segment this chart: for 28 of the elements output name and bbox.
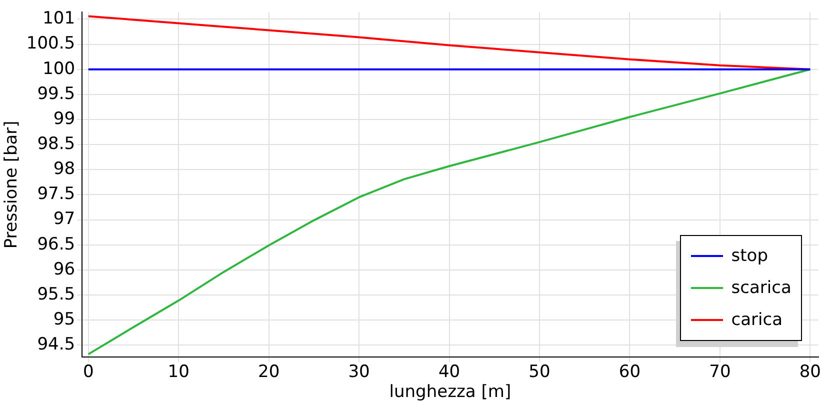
legend-label: carica: [731, 310, 783, 330]
x-tick-label: 40: [438, 362, 460, 382]
y-tick-label: 100.5: [26, 34, 76, 54]
x-tick-label: 10: [168, 362, 190, 382]
y-tick-label: 98: [53, 159, 76, 180]
y-tick-label: 97.5: [37, 184, 76, 204]
y-tick-label: 95: [53, 310, 76, 330]
y-tick-label: 94.5: [37, 334, 76, 355]
x-tick-label: 20: [258, 362, 280, 382]
y-tick-label: 95.5: [37, 284, 76, 304]
y-tick-label: 97: [53, 209, 76, 230]
y-tick-label: 99.5: [37, 84, 76, 104]
y-axis-title: Pressione [bar]: [2, 120, 22, 249]
y-tick-label: 101: [42, 8, 76, 29]
y-tick-label: 98.5: [37, 134, 76, 154]
x-axis-title: lunghezza [m]: [389, 382, 512, 402]
legend-label: scarica: [731, 278, 792, 298]
x-tick-label: 80: [799, 362, 821, 382]
x-tick-label: 70: [709, 362, 731, 382]
x-tick-label: 50: [528, 362, 550, 382]
y-tick-label: 96: [53, 259, 76, 280]
x-tick-label: 30: [348, 362, 370, 382]
legend-label: stop: [731, 246, 768, 266]
y-tick-label: 100: [42, 58, 76, 79]
x-tick-label: 60: [618, 362, 641, 382]
y-tick-label: 96.5: [37, 234, 76, 254]
x-tick-label: 0: [82, 362, 94, 382]
y-tick-label: 99: [53, 108, 76, 129]
